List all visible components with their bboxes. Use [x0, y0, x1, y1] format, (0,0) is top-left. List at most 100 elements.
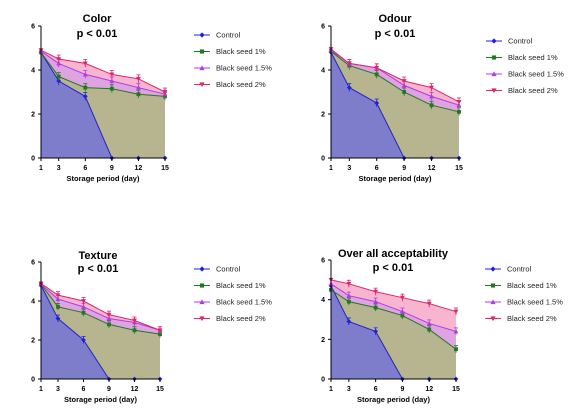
data-point	[109, 78, 115, 83]
x-tick-label: 12	[135, 165, 143, 172]
y-tick-label: 0	[31, 377, 35, 384]
legend: Control Black seed 1% Black seed 1.5% Black…	[486, 37, 564, 95]
y-tick-label: 6	[321, 24, 325, 31]
chart-title: Texture	[79, 250, 118, 262]
legend-label: Black seed 2%	[507, 314, 557, 323]
series-area	[41, 285, 160, 379]
data-point	[400, 309, 405, 314]
data-point	[373, 329, 379, 334]
data-point	[426, 321, 432, 326]
data-point	[346, 281, 352, 287]
data-point	[490, 283, 496, 288]
data-point	[457, 109, 461, 114]
y-tick-label: 4	[321, 68, 325, 75]
series-line	[330, 283, 457, 332]
x-tick-label: 12	[428, 165, 436, 172]
data-point	[401, 83, 407, 88]
data-point	[401, 79, 407, 84]
data-point	[82, 61, 88, 66]
data-point	[56, 304, 60, 309]
data-point	[107, 322, 111, 327]
legend-label: Black seed 1.5%	[216, 298, 272, 307]
y-tick-label: 4	[321, 297, 325, 304]
legend-label: Black seed 1%	[216, 281, 266, 290]
data-point	[132, 328, 137, 333]
legend-label: Black seed 1%	[216, 47, 266, 56]
data-point	[427, 327, 432, 332]
chart-panel: Odour p < 0.01 0 2 4 6 1 3 6 9 12 15 Storage period …	[321, 13, 564, 183]
data-point	[136, 92, 141, 97]
data-point	[136, 76, 141, 82]
data-point	[55, 316, 61, 321]
data-point	[400, 313, 405, 318]
x-tick-label: 1	[329, 386, 333, 393]
series-line	[330, 50, 460, 113]
series-line	[40, 52, 166, 97]
data-point	[491, 55, 497, 60]
chart-subtitle: p < 0.01	[78, 263, 119, 275]
data-point	[199, 82, 205, 88]
data-point	[82, 94, 88, 99]
data-point	[346, 61, 352, 66]
legend-label: Black seed 1%	[507, 281, 557, 290]
legend-label: Black seed 2%	[216, 80, 266, 89]
data-point	[402, 90, 407, 94]
legend-label: Black seed 1%	[508, 53, 558, 62]
x-axis-label: Storage period (day)	[67, 174, 140, 183]
x-tick-label: 9	[402, 165, 406, 172]
series-line	[40, 284, 161, 331]
y-tick-label: 6	[31, 24, 35, 31]
data-point	[81, 337, 86, 343]
x-axis-label: Storage period (day)	[357, 395, 430, 404]
y-tick-label: 2	[321, 112, 325, 119]
x-tick-label: 15	[455, 165, 463, 172]
data-point	[490, 316, 496, 322]
data-point	[56, 78, 62, 84]
data-point	[374, 65, 380, 71]
data-point	[346, 319, 352, 324]
data-point	[453, 309, 459, 314]
data-point	[346, 293, 352, 298]
series-line	[40, 49, 166, 93]
data-point	[373, 305, 378, 310]
legend: Control Black seed 1% Black seed 1.5% Black…	[194, 31, 272, 89]
data-point	[56, 57, 62, 62]
data-point	[456, 99, 462, 105]
y-tick-label: 2	[31, 112, 35, 119]
x-tick-label: 15	[161, 165, 169, 172]
series-line	[330, 48, 460, 103]
x-tick-label: 1	[39, 165, 43, 172]
legend-label: Black seed 1.5%	[508, 70, 564, 79]
data-point	[491, 38, 497, 44]
data-point	[56, 61, 62, 66]
data-point	[106, 312, 112, 318]
chart-title: Color	[83, 13, 112, 25]
x-tick-label: 9	[400, 386, 404, 393]
legend-label: Black seed 2%	[508, 86, 558, 95]
data-point	[158, 332, 162, 337]
series-area	[331, 285, 456, 379]
y-tick-label: 6	[31, 260, 35, 267]
data-point	[136, 85, 141, 90]
legend-label: Control	[508, 37, 533, 46]
x-tick-label: 12	[131, 386, 139, 393]
data-point	[83, 85, 88, 90]
legend: Control Black seed 1% Black seed 1.5% Black…	[485, 265, 563, 323]
data-point	[55, 293, 61, 298]
chart-title: Odour	[379, 13, 413, 25]
data-point	[346, 299, 351, 304]
series-line	[40, 284, 161, 335]
x-tick-label: 6	[83, 165, 87, 172]
data-point	[106, 316, 112, 321]
data-point	[199, 316, 205, 322]
data-point	[56, 74, 61, 79]
x-tick-label: 15	[156, 386, 164, 393]
data-point	[490, 299, 496, 305]
data-point	[429, 94, 434, 99]
data-point	[374, 72, 379, 77]
x-tick-label: 1	[329, 165, 333, 172]
x-tick-label: 3	[57, 165, 61, 172]
y-tick-label: 0	[31, 156, 35, 163]
